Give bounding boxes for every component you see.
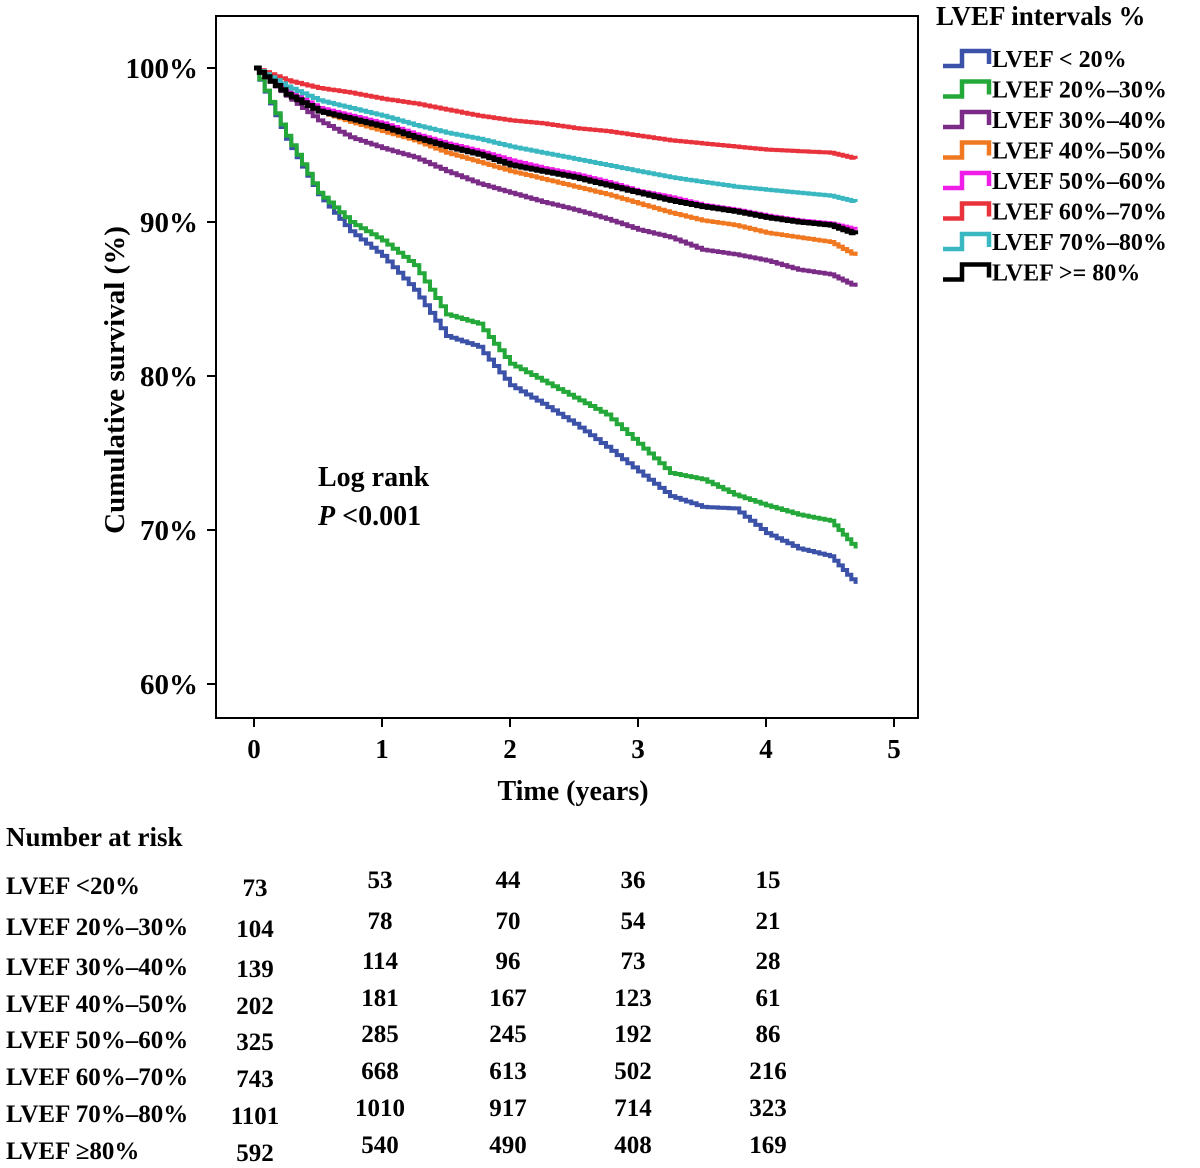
legend: LVEF < 20% LVEF 20%–30% LVEF 30%–40% LVEF 4… (943, 47, 1167, 287)
risk-cell: 61 (755, 985, 781, 1012)
risk-cell: 28 (755, 948, 781, 975)
risk-row-label: LVEF 20%–30% (6, 914, 189, 941)
risk-cell: 36 (620, 867, 646, 894)
legend-label: LVEF 70%–80% (992, 230, 1167, 256)
survival-curves (254, 65, 859, 584)
survival-curve-7 (254, 66, 858, 203)
risk-cell: 73 (620, 948, 646, 975)
risk-cell: 86 (755, 1021, 781, 1048)
x-tick-label: 3 (631, 734, 645, 764)
risk-cell: 216 (749, 1058, 787, 1085)
legend-swatch (943, 170, 992, 191)
y-tick-label: 90% (140, 207, 198, 239)
plot-frame (215, 15, 919, 719)
legend-swatch (943, 109, 992, 130)
legend-label: LVEF 60%–70% (992, 200, 1167, 226)
legend-swatch (943, 48, 992, 69)
x-tick-label: 4 (759, 734, 773, 764)
risk-cell: 245 (489, 1021, 527, 1048)
y-tick-label: 70% (140, 515, 198, 547)
risk-cell: 15 (755, 867, 781, 894)
risk-cell: 44 (495, 867, 521, 894)
risk-cell: 592 (236, 1140, 274, 1167)
risk-cell: 139 (236, 956, 274, 983)
y-axis-label: Cumulative survival (%) (99, 226, 131, 534)
risk-cell: 54 (620, 908, 646, 935)
legend-label: LVEF 50%–60% (992, 169, 1167, 195)
risk-cell: 202 (236, 993, 274, 1020)
risk-cell: 73 (242, 875, 268, 902)
x-tick-label: 2 (503, 734, 517, 764)
survival-curve-4 (254, 66, 858, 256)
p-value-label: P <0.001 (317, 501, 421, 532)
x-axis-label: Time (years) (497, 776, 648, 807)
y-tick-label: 100% (126, 53, 199, 85)
risk-cell: 104 (236, 916, 274, 943)
legend-label: LVEF 40%–50% (992, 139, 1167, 165)
risk-cell: 114 (361, 948, 399, 975)
risk-cell: 613 (489, 1058, 527, 1085)
risk-cell: 408 (614, 1132, 652, 1159)
legend-label: LVEF >= 80% (992, 261, 1140, 287)
risk-cell: 96 (495, 948, 521, 975)
log-rank-label: Log rank (318, 462, 430, 493)
risk-row-label: LVEF 50%–60% (6, 1027, 189, 1054)
axes: 0 1 2 3 4 5 60% 70% 80% 90% 100% (126, 53, 901, 764)
legend-swatch (943, 140, 992, 160)
survival-curve-3 (254, 66, 858, 287)
legend-swatch (943, 262, 992, 282)
survival-chart: 0 1 2 3 4 5 60% 70% 80% 90% 100% Cumulative surviv… (99, 1, 1167, 807)
risk-cell: 668 (361, 1058, 399, 1085)
risk-cell: 70 (495, 908, 521, 935)
risk-row-label: LVEF <20% (6, 873, 140, 900)
risk-cell: 181 (361, 985, 399, 1012)
legend-label: LVEF 20%–30% (992, 78, 1167, 104)
risk-cell: 325 (236, 1029, 274, 1056)
survival-curve-6 (254, 66, 858, 160)
y-tick-label: 80% (140, 361, 198, 393)
legend-label: LVEF < 20% (992, 47, 1127, 73)
survival-curve-8 (254, 65, 859, 236)
x-tick-label: 0 (247, 734, 261, 764)
risk-cell: 917 (489, 1095, 527, 1122)
risk-cell: 285 (361, 1021, 399, 1048)
risk-cell: 169 (749, 1132, 787, 1159)
risk-row-label: LVEF ≥80% (6, 1138, 140, 1165)
p-symbol: P (317, 501, 336, 532)
risk-cell: 21 (755, 908, 781, 935)
risk-row-label: LVEF 70%–80% (6, 1101, 189, 1128)
risk-cell: 502 (614, 1058, 652, 1085)
legend-title: LVEF intervals % (936, 1, 1146, 31)
risk-row-label: LVEF 40%–50% (6, 991, 189, 1018)
legend-label: LVEF 30%–40% (992, 108, 1167, 134)
risk-cell: 323 (749, 1095, 787, 1122)
survival-curve-1 (254, 66, 858, 584)
legend-swatch (943, 201, 992, 221)
x-tick-label: 1 (375, 734, 389, 764)
risk-cell: 1010 (355, 1095, 405, 1122)
risk-cell: 540 (361, 1132, 399, 1159)
legend-swatch (943, 231, 992, 252)
risk-row-label: LVEF 60%–70% (6, 1064, 189, 1091)
risk-cell: 53 (367, 867, 393, 894)
risk-cell: 1101 (230, 1103, 280, 1130)
risk-row-label: LVEF 30%–40% (6, 954, 189, 981)
risk-cell: 743 (236, 1066, 274, 1093)
risk-cell: 167 (489, 985, 527, 1012)
risk-cell: 714 (614, 1095, 652, 1122)
y-tick-label: 60% (140, 669, 198, 701)
p-value: <0.001 (335, 501, 421, 532)
x-tick-label: 5 (887, 734, 901, 764)
risk-table-title: Number at risk (6, 822, 183, 852)
risk-cell: 192 (614, 1021, 652, 1048)
risk-cell: 78 (367, 908, 393, 935)
risk-cell: 490 (489, 1132, 527, 1159)
legend-swatch (943, 79, 992, 99)
risk-cell: 123 (614, 985, 652, 1012)
survival-curve-2 (254, 66, 858, 549)
